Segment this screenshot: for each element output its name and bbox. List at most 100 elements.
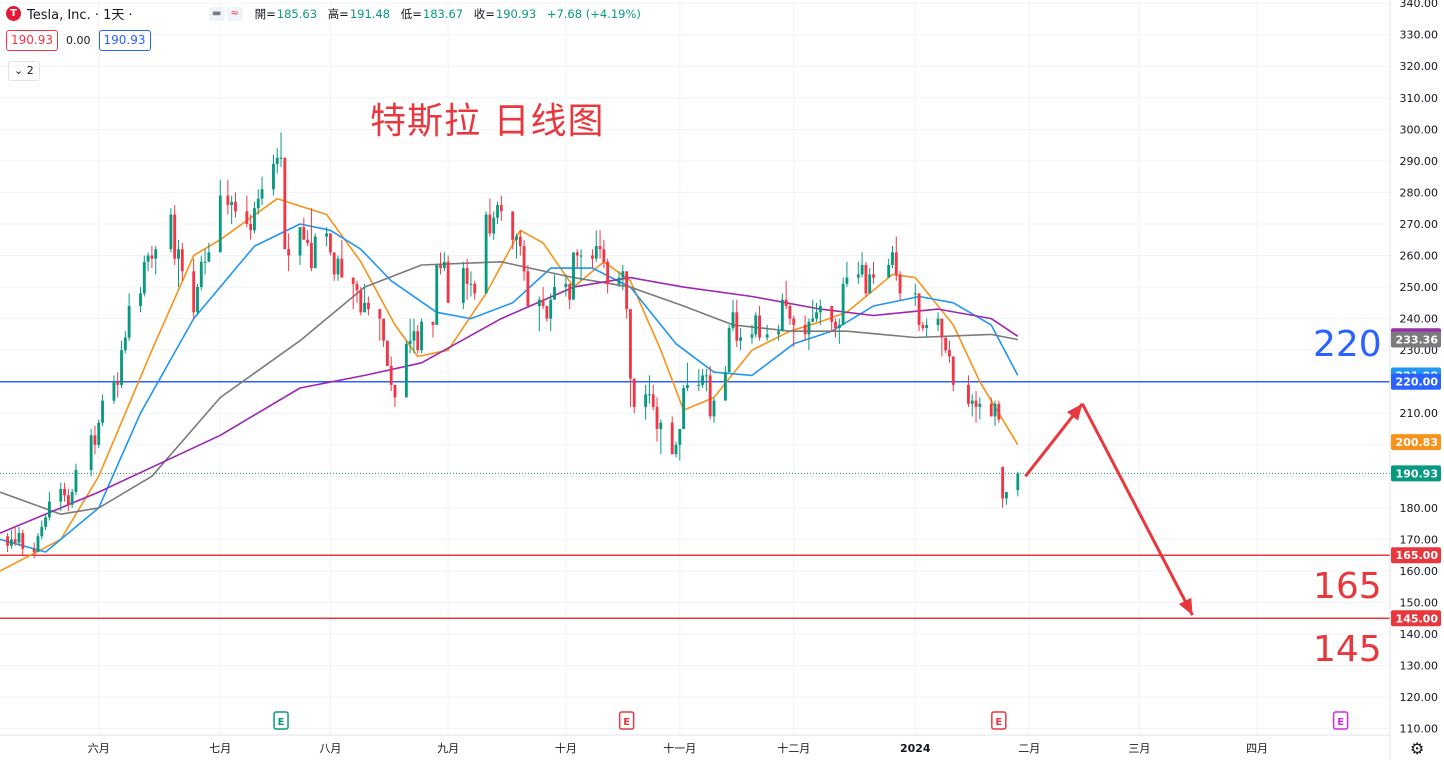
candle-body[interactable] xyxy=(13,539,17,543)
candle-body[interactable] xyxy=(298,227,302,256)
settings-gear-icon[interactable]: ⚙ xyxy=(1410,739,1425,758)
candle-body[interactable] xyxy=(803,324,807,335)
candle-body[interactable] xyxy=(704,375,708,377)
candle-body[interactable] xyxy=(674,444,678,455)
candle-body[interactable] xyxy=(412,331,416,341)
candle-body[interactable] xyxy=(841,283,845,325)
candle-body[interactable] xyxy=(917,293,921,325)
candle-body[interactable] xyxy=(302,227,306,240)
candle-body[interactable] xyxy=(89,435,93,471)
candle-body[interactable] xyxy=(515,236,518,240)
candle-body[interactable] xyxy=(116,381,120,385)
candle-body[interactable] xyxy=(416,331,420,351)
candle-body[interactable] xyxy=(340,258,344,278)
candle-body[interactable] xyxy=(936,318,940,325)
candle-body[interactable] xyxy=(207,252,211,262)
candle-body[interactable] xyxy=(439,264,442,269)
candle-body[interactable] xyxy=(545,305,549,319)
candle-body[interactable] xyxy=(469,283,473,285)
candle-body[interactable] xyxy=(978,403,982,407)
candle-body[interactable] xyxy=(685,384,689,389)
candle-body[interactable] xyxy=(993,403,997,417)
candle-body[interactable] xyxy=(575,252,579,256)
candle-body[interactable] xyxy=(621,271,625,278)
candle-body[interactable] xyxy=(192,271,196,313)
candle-body[interactable] xyxy=(997,403,1001,420)
indicators-toggle[interactable]: ⌄ 2 xyxy=(8,61,40,81)
candle-body[interactable] xyxy=(154,249,158,259)
candle-body[interactable] xyxy=(101,400,104,423)
candle-body[interactable] xyxy=(332,252,336,275)
candle-body[interactable] xyxy=(648,394,651,396)
moving-average-line[interactable] xyxy=(0,197,1019,572)
candle-body[interactable] xyxy=(511,211,515,240)
candle-body[interactable] xyxy=(66,495,70,505)
candle-body[interactable] xyxy=(484,214,488,294)
candle-body[interactable] xyxy=(856,274,860,278)
candle-body[interactable] xyxy=(336,258,340,275)
candle-body[interactable] xyxy=(382,318,386,341)
candle-body[interactable] xyxy=(435,264,439,325)
candle-body[interactable] xyxy=(553,287,556,300)
candle-body[interactable] xyxy=(944,337,948,351)
candle-body[interactable] xyxy=(651,394,655,407)
sell-button[interactable]: 190.93 xyxy=(6,30,58,51)
candle-body[interactable] xyxy=(815,312,818,319)
candle-body[interactable] xyxy=(792,318,796,325)
candle-body[interactable] xyxy=(697,384,701,386)
candle-body[interactable] xyxy=(272,164,275,190)
candle-body[interactable] xyxy=(47,501,51,518)
candle-body[interactable] xyxy=(488,214,492,234)
candle-body[interactable] xyxy=(404,343,408,398)
candle-body[interactable] xyxy=(142,261,146,294)
candle-body[interactable] xyxy=(1001,466,1005,499)
candle-body[interactable] xyxy=(313,236,317,269)
candle-body[interactable] xyxy=(21,533,25,549)
candle-body[interactable] xyxy=(830,305,834,322)
candle-body[interactable] xyxy=(659,422,663,430)
candle-body[interactable] xyxy=(249,223,253,231)
candle-body[interactable] xyxy=(230,201,234,206)
candle-body[interactable] xyxy=(496,205,499,218)
candle-body[interactable] xyxy=(287,249,291,256)
candle-body[interactable] xyxy=(594,246,598,259)
candle-body[interactable] xyxy=(40,526,44,537)
candle-body[interactable] xyxy=(245,211,249,224)
candle-body[interactable] xyxy=(989,403,993,417)
candle-body[interactable] xyxy=(788,305,792,319)
candle-body[interactable] xyxy=(492,217,496,234)
candle-body[interactable] xyxy=(196,287,199,313)
candle-body[interactable] xyxy=(807,321,811,335)
candle-body[interactable] xyxy=(378,309,382,319)
candle-body[interactable] xyxy=(974,400,978,407)
candle-body[interactable] xyxy=(617,277,621,284)
candle-body[interactable] xyxy=(948,350,951,357)
candle-body[interactable] xyxy=(913,293,917,295)
candle-body[interactable] xyxy=(834,321,837,329)
candle-body[interactable] xyxy=(868,274,872,294)
candle-body[interactable] xyxy=(723,372,727,401)
candle-body[interactable] xyxy=(499,205,503,212)
candle-body[interactable] xyxy=(256,198,260,209)
candle-body[interactable] xyxy=(625,271,629,310)
candle-body[interactable] xyxy=(731,312,735,329)
candle-body[interactable] xyxy=(629,309,632,379)
candle-body[interactable] xyxy=(541,299,545,306)
candle-body[interactable] xyxy=(894,252,898,275)
candle-body[interactable] xyxy=(708,375,712,417)
candle-body[interactable] xyxy=(112,381,116,401)
candle-body[interactable] xyxy=(739,337,742,341)
wave-icon[interactable]: ≈ xyxy=(226,6,243,21)
moving-average-line[interactable] xyxy=(0,223,1019,553)
candle-body[interactable] xyxy=(127,305,131,338)
moving-average-line[interactable] xyxy=(0,261,1018,515)
candle-body[interactable] xyxy=(837,324,841,329)
buy-button[interactable]: 190.93 xyxy=(98,30,151,51)
candle-body[interactable] xyxy=(283,157,287,250)
candle-body[interactable] xyxy=(420,321,423,351)
minus-icon[interactable]: ▬ xyxy=(208,6,225,21)
candle-body[interactable] xyxy=(408,340,412,344)
candle-body[interactable] xyxy=(226,195,230,206)
candle-body[interactable] xyxy=(518,236,522,247)
